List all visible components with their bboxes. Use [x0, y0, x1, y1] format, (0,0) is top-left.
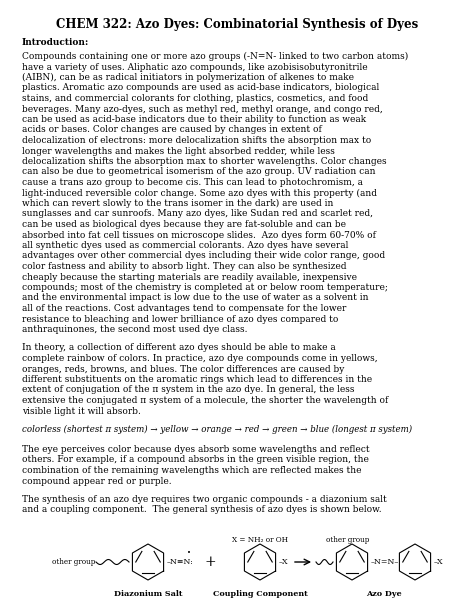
- Text: color fastness and ability to absorb light. They can also be synthesized: color fastness and ability to absorb lig…: [22, 262, 346, 271]
- Text: In theory, a collection of different azo dyes should be able to make a: In theory, a collection of different azo…: [22, 343, 336, 352]
- Text: Coupling Component: Coupling Component: [213, 590, 307, 598]
- Text: combination of the remaining wavelengths which are reflected makes the: combination of the remaining wavelengths…: [22, 466, 362, 475]
- Text: –N≡N:: –N≡N:: [167, 558, 194, 566]
- Text: X = NH₂ or OH: X = NH₂ or OH: [232, 536, 288, 544]
- Text: stains, and commercial colorants for clothing, plastics, cosmetics, and food: stains, and commercial colorants for clo…: [22, 94, 368, 103]
- Text: others. For example, if a compound absorbs in the green visible region, the: others. For example, if a compound absor…: [22, 455, 369, 465]
- Text: Compounds containing one or more azo groups (-N=N- linked to two carbon atoms): Compounds containing one or more azo gro…: [22, 52, 408, 61]
- Text: extent of conjugation of the π system in the azo dye. In general, the less: extent of conjugation of the π system in…: [22, 386, 355, 395]
- Text: can also be due to geometrical isomerism of the azo group. UV radiation can: can also be due to geometrical isomerism…: [22, 167, 375, 177]
- Text: +: +: [204, 555, 216, 569]
- Text: have a variety of uses. Aliphatic azo compounds, like azobisisobutyronitrile: have a variety of uses. Aliphatic azo co…: [22, 63, 368, 72]
- Text: The synthesis of an azo dye requires two organic compounds - a diazonium salt: The synthesis of an azo dye requires two…: [22, 495, 387, 504]
- Text: compound appear red or purple.: compound appear red or purple.: [22, 476, 172, 485]
- Text: advantages over other commercial dyes including their wide color range, good: advantages over other commercial dyes in…: [22, 251, 385, 261]
- Text: can be used as biological dyes because they are fat-soluble and can be: can be used as biological dyes because t…: [22, 220, 346, 229]
- Text: delocalization shifts the absorption max to shorter wavelengths. Color changes: delocalization shifts the absorption max…: [22, 157, 387, 166]
- Text: complete rainbow of colors. In practice, azo dye compounds come in yellows,: complete rainbow of colors. In practice,…: [22, 354, 378, 363]
- Text: can be used as acid-base indicators due to their ability to function as weak: can be used as acid-base indicators due …: [22, 115, 366, 124]
- Text: compounds; most of the chemistry is completed at or below room temperature;: compounds; most of the chemistry is comp…: [22, 283, 388, 292]
- Text: oranges, reds, browns, and blues. The color differences are caused by: oranges, reds, browns, and blues. The co…: [22, 365, 345, 373]
- Text: longer wavelengths and makes the light absorbed redder, while less: longer wavelengths and makes the light a…: [22, 147, 335, 156]
- Text: delocalization of electrons: more delocalization shifts the absorption max to: delocalization of electrons: more deloca…: [22, 136, 371, 145]
- Text: colorless (shortest π system) → yellow → orange → red → green → blue (longest π : colorless (shortest π system) → yellow →…: [22, 425, 412, 434]
- Text: which can revert slowly to the trans isomer in the dark) are used in: which can revert slowly to the trans iso…: [22, 199, 333, 208]
- Text: absorbed into fat cell tissues on microscope slides.  Azo dyes form 60-70% of: absorbed into fat cell tissues on micros…: [22, 230, 376, 240]
- Text: resistance to bleaching and lower brilliance of azo dyes compared to: resistance to bleaching and lower brilli…: [22, 314, 338, 324]
- Text: cause a trans azo group to become cis. This can lead to photochromism, a: cause a trans azo group to become cis. T…: [22, 178, 363, 187]
- Text: light-induced reversible color change. Some azo dyes with this property (and: light-induced reversible color change. S…: [22, 189, 377, 197]
- Text: •: •: [187, 550, 191, 556]
- Text: acids or bases. Color changes are caused by changes in extent of: acids or bases. Color changes are caused…: [22, 126, 322, 134]
- Text: (AIBN), can be as radical initiators in polymerization of alkenes to make: (AIBN), can be as radical initiators in …: [22, 73, 354, 82]
- Text: visible light it will absorb.: visible light it will absorb.: [22, 406, 141, 416]
- Text: anthraquinones, the second most used dye class.: anthraquinones, the second most used dye…: [22, 325, 247, 334]
- Text: all synthetic dyes used as commercial colorants. Azo dyes have several: all synthetic dyes used as commercial co…: [22, 241, 348, 250]
- Text: extensive the conjugated π system of a molecule, the shorter the wavelength of: extensive the conjugated π system of a m…: [22, 396, 388, 405]
- Text: Azo Dye: Azo Dye: [365, 590, 401, 598]
- Text: sunglasses and car sunroofs. Many azo dyes, like Sudan red and scarlet red,: sunglasses and car sunroofs. Many azo dy…: [22, 210, 373, 218]
- Text: other group: other group: [326, 536, 370, 544]
- Text: and a coupling component.  The general synthesis of azo dyes is shown below.: and a coupling component. The general sy…: [22, 506, 382, 514]
- Text: The eye perceives color because dyes absorb some wavelengths and reflect: The eye perceives color because dyes abs…: [22, 445, 370, 454]
- Text: –N=N–: –N=N–: [371, 558, 400, 566]
- Text: other group: other group: [52, 558, 95, 566]
- Text: different substituents on the aromatic rings which lead to differences in the: different substituents on the aromatic r…: [22, 375, 372, 384]
- Text: –X: –X: [434, 558, 444, 566]
- Text: –X: –X: [279, 558, 289, 566]
- Text: CHEM 322: Azo Dyes: Combinatorial Synthesis of Dyes: CHEM 322: Azo Dyes: Combinatorial Synthe…: [56, 18, 418, 31]
- Text: all of the reactions. Cost advantages tend to compensate for the lower: all of the reactions. Cost advantages te…: [22, 304, 346, 313]
- Text: cheaply because the starting materials are readily available, inexpensive: cheaply because the starting materials a…: [22, 273, 357, 281]
- Text: Introduction:: Introduction:: [22, 38, 90, 47]
- Text: beverages. Many azo-dyes, such as methyl red, methyl orange, and congo red,: beverages. Many azo-dyes, such as methyl…: [22, 104, 383, 113]
- Text: plastics. Aromatic azo compounds are used as acid-base indicators, biological: plastics. Aromatic azo compounds are use…: [22, 83, 379, 93]
- Text: and the environmental impact is low due to the use of water as a solvent in: and the environmental impact is low due …: [22, 294, 368, 302]
- Text: Diazonium Salt: Diazonium Salt: [114, 590, 182, 598]
